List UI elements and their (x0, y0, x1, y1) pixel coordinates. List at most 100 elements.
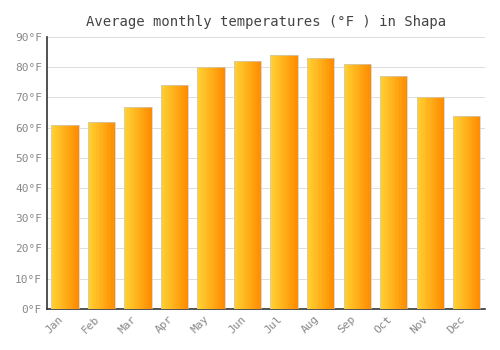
Bar (184, 85, 186, 309)
Bar (204, 67, 206, 309)
Bar (436, 98, 437, 309)
Bar (349, 64, 350, 309)
Bar (272, 55, 273, 309)
Bar (479, 116, 480, 309)
Bar (311, 58, 312, 309)
Bar (283, 55, 284, 309)
Bar (107, 121, 108, 309)
Bar (260, 61, 262, 309)
Bar (206, 67, 207, 309)
Bar (312, 58, 314, 309)
Bar (224, 67, 225, 309)
Bar (278, 55, 280, 309)
Bar (350, 64, 352, 309)
Bar (57, 125, 58, 309)
Bar (368, 64, 370, 309)
Bar (270, 55, 298, 309)
Bar (52, 125, 53, 309)
Bar (460, 116, 462, 309)
Bar (137, 106, 138, 309)
Bar (333, 58, 334, 309)
Bar (216, 67, 218, 309)
Bar (422, 98, 424, 309)
Bar (99, 121, 100, 309)
Bar (360, 64, 362, 309)
Bar (330, 58, 332, 309)
Bar (74, 125, 76, 309)
Bar (111, 121, 112, 309)
Bar (426, 98, 428, 309)
Bar (441, 98, 442, 309)
Bar (207, 67, 208, 309)
Bar (325, 58, 326, 309)
Bar (203, 67, 204, 309)
Bar (174, 85, 176, 309)
Bar (416, 98, 418, 309)
Bar (470, 116, 471, 309)
Bar (287, 55, 288, 309)
Bar (62, 125, 64, 309)
Bar (58, 125, 59, 309)
Bar (454, 116, 456, 309)
Bar (320, 58, 322, 309)
Bar (425, 98, 426, 309)
Bar (404, 76, 406, 309)
Bar (288, 55, 290, 309)
Bar (324, 58, 325, 309)
Bar (346, 64, 348, 309)
Bar (472, 116, 474, 309)
Bar (169, 85, 170, 309)
Bar (364, 64, 366, 309)
Bar (383, 76, 384, 309)
Bar (138, 106, 140, 309)
Bar (126, 106, 127, 309)
Bar (64, 125, 65, 309)
Bar (290, 55, 291, 309)
Bar (144, 106, 145, 309)
Bar (291, 55, 292, 309)
Bar (348, 64, 349, 309)
Bar (456, 116, 457, 309)
Bar (354, 64, 356, 309)
Bar (220, 67, 222, 309)
Bar (387, 76, 388, 309)
Bar (76, 125, 78, 309)
Bar (329, 58, 330, 309)
Bar (88, 121, 90, 309)
Bar (164, 85, 165, 309)
Bar (103, 121, 104, 309)
Bar (294, 55, 295, 309)
Bar (442, 98, 444, 309)
Bar (380, 76, 382, 309)
Bar (344, 64, 371, 309)
Bar (253, 61, 254, 309)
Bar (429, 98, 430, 309)
Bar (162, 85, 164, 309)
Bar (132, 106, 134, 309)
Bar (72, 125, 74, 309)
Bar (315, 58, 316, 309)
Bar (236, 61, 238, 309)
Bar (245, 61, 246, 309)
Bar (198, 67, 225, 309)
Bar (416, 98, 444, 309)
Bar (104, 121, 106, 309)
Bar (65, 125, 66, 309)
Bar (69, 125, 70, 309)
Bar (307, 58, 308, 309)
Bar (130, 106, 132, 309)
Bar (332, 58, 333, 309)
Bar (475, 116, 476, 309)
Bar (399, 76, 400, 309)
Bar (428, 98, 429, 309)
Bar (208, 67, 210, 309)
Bar (142, 106, 144, 309)
Bar (345, 64, 346, 309)
Bar (172, 85, 174, 309)
Bar (464, 116, 466, 309)
Bar (187, 85, 188, 309)
Bar (212, 67, 214, 309)
Bar (134, 106, 136, 309)
Bar (307, 58, 334, 309)
Bar (390, 76, 391, 309)
